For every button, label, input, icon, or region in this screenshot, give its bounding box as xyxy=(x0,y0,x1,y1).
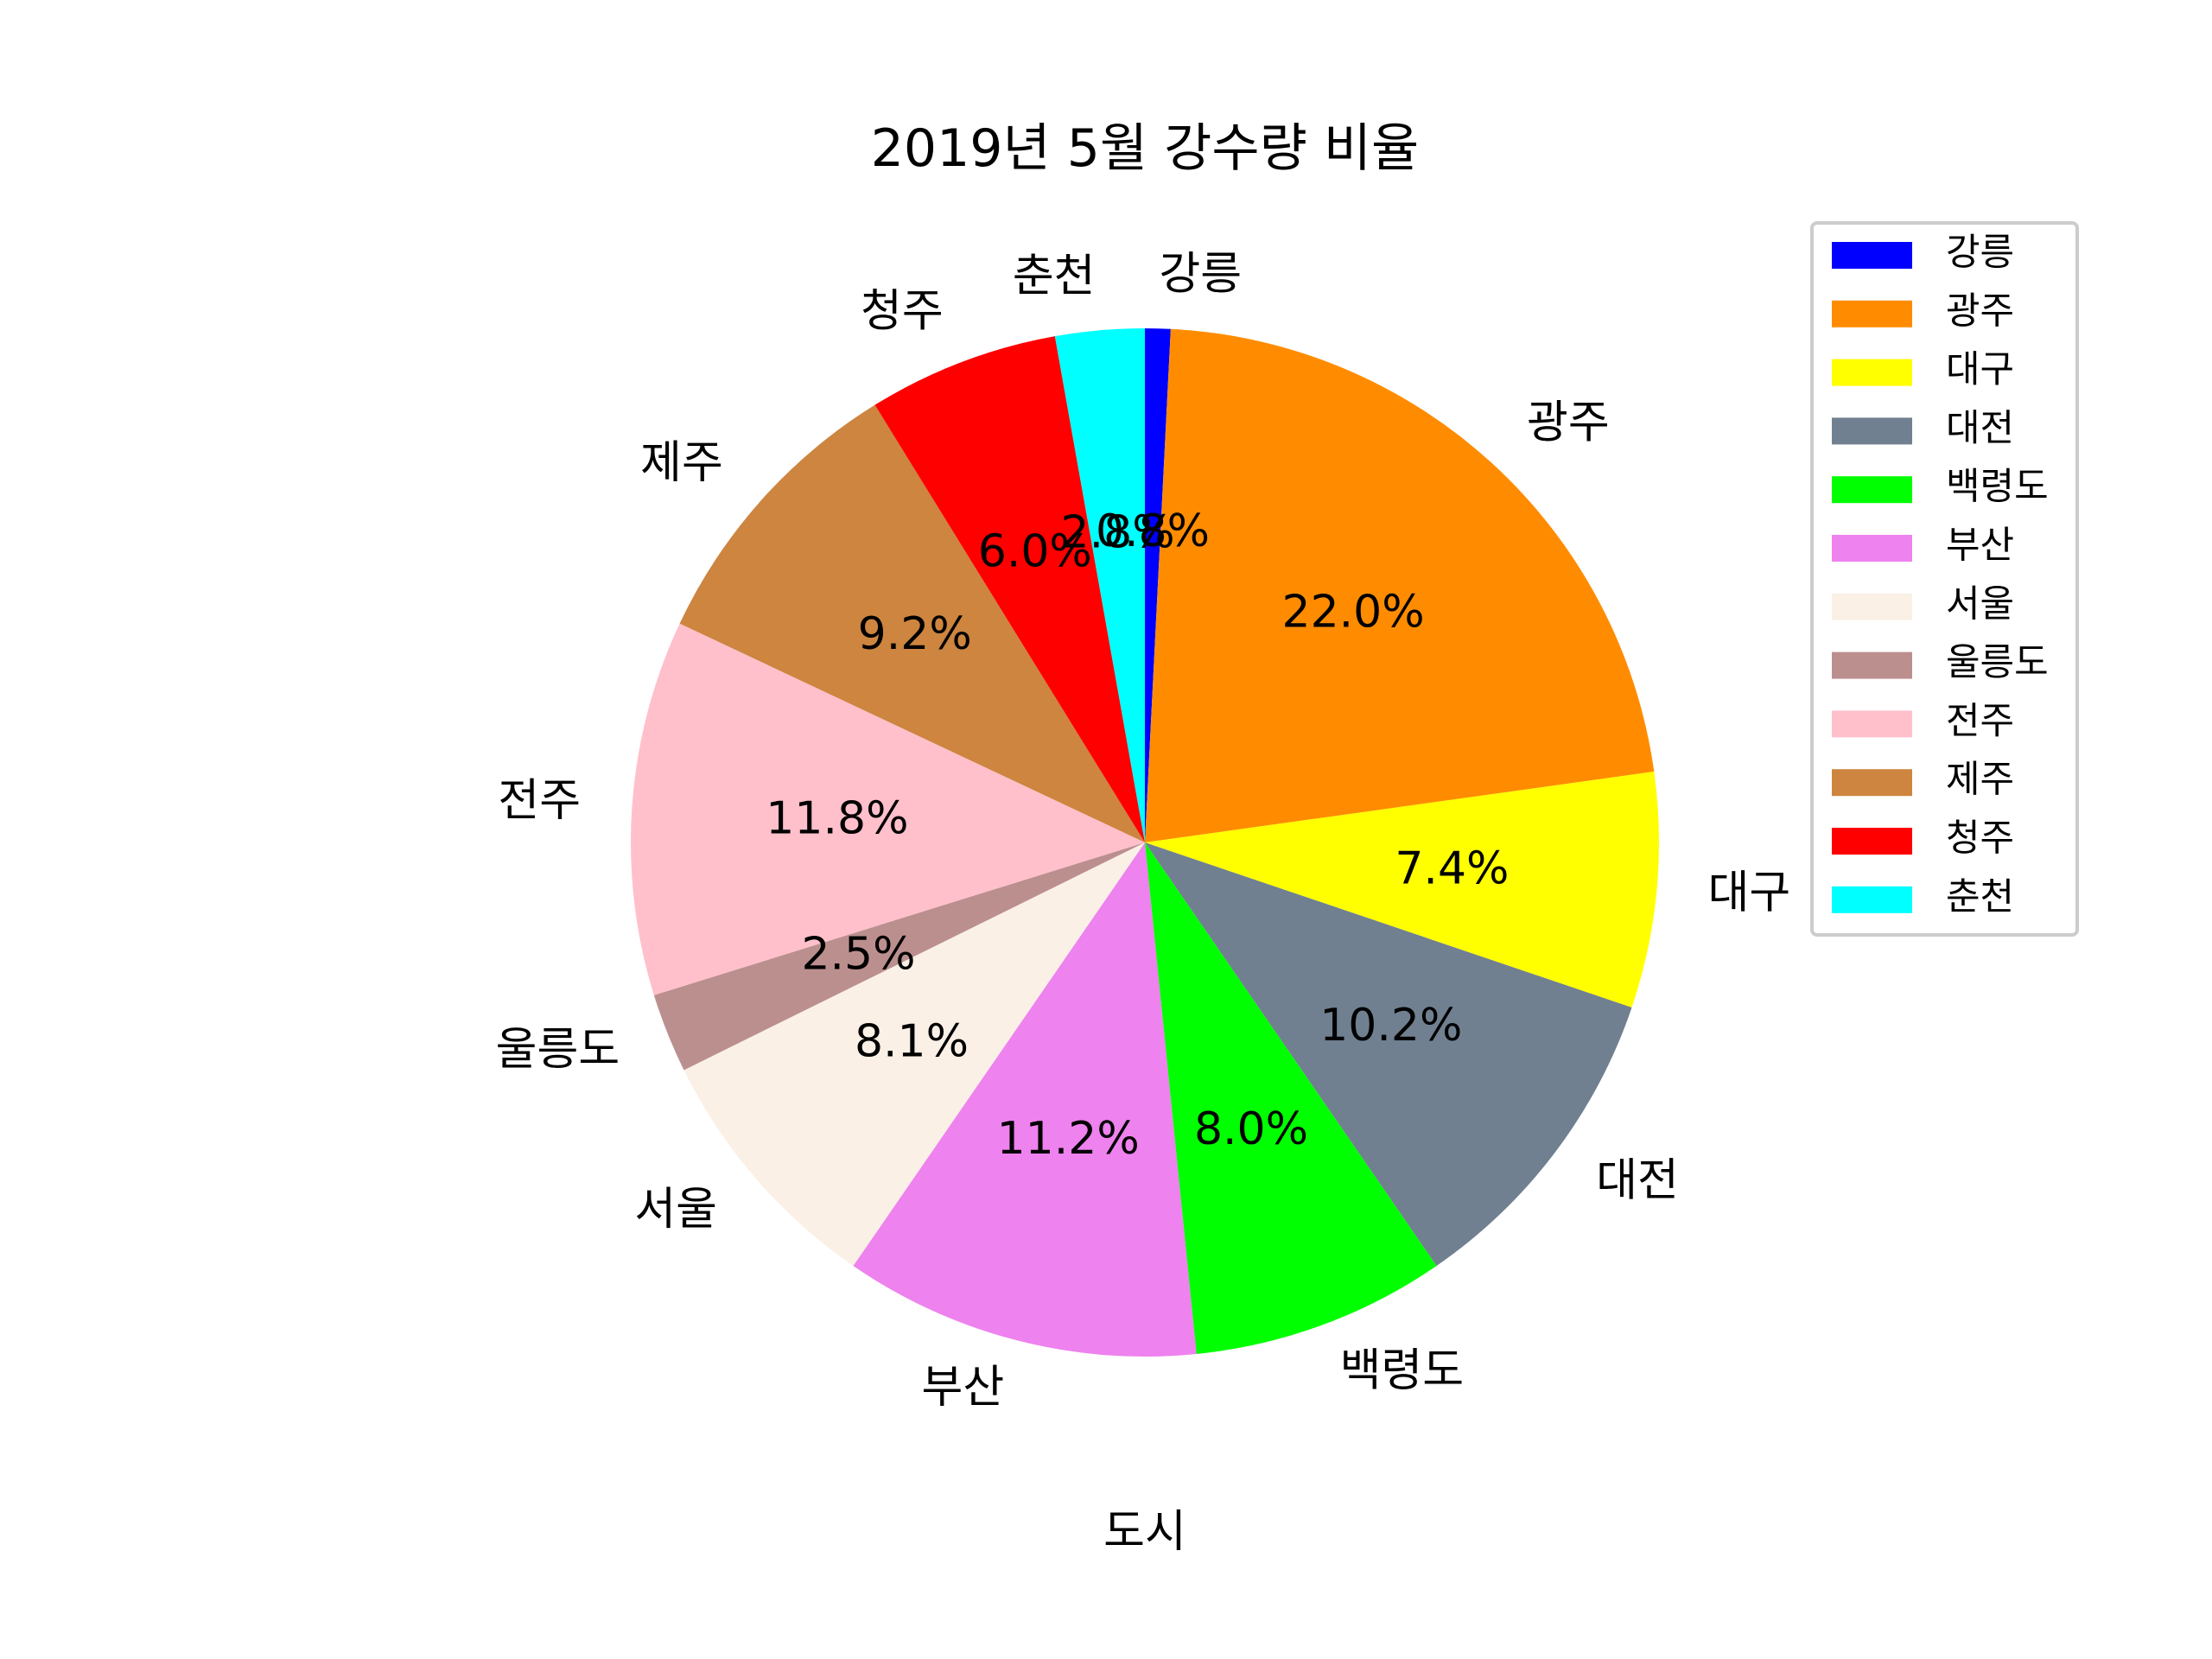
percent-label: 8.1% xyxy=(855,1016,969,1068)
slice-label: 대전 xyxy=(1596,1155,1679,1207)
slice-label: 부산 xyxy=(922,1362,1005,1414)
slice-label: 서울 xyxy=(634,1184,717,1236)
slice-label: 강릉 xyxy=(1159,249,1242,301)
pie-slice xyxy=(1145,328,1655,842)
legend-swatch xyxy=(1832,593,1912,620)
percent-labels: 0.8% 22.0% 7.4% 10.2%8.0% 11.2% 8.1% 2.5% 11.8%… xyxy=(766,505,1509,1165)
legend-label: 강릉 xyxy=(1946,232,2014,275)
legend-label: 대구 xyxy=(1946,348,2014,391)
percent-label: 2.5% xyxy=(801,929,915,981)
chart-title: 2019년 5월 강수량 비율 xyxy=(871,118,1420,179)
percent-label: 8.0% xyxy=(1194,1103,1308,1155)
percent-label: 6.0% xyxy=(978,525,1092,577)
legend-label: 서울 xyxy=(1946,582,2014,626)
legend-label: 부산 xyxy=(1946,524,2014,568)
legend-swatch xyxy=(1832,769,1912,797)
legend-swatch xyxy=(1832,359,1912,386)
percent-label: 9.2% xyxy=(858,608,972,660)
pie-slice xyxy=(679,404,1145,842)
legend-label: 전주 xyxy=(1946,700,2014,743)
pie-slice xyxy=(1145,328,1171,842)
pie-slice xyxy=(1145,772,1659,1007)
pie-slices xyxy=(631,328,1659,1357)
legend-label: 춘천 xyxy=(1946,875,2014,918)
legend-label: 대전 xyxy=(1946,407,2014,450)
slice-label: 춘천 xyxy=(1013,251,1096,302)
slice-label: 전주 xyxy=(498,775,581,827)
x-axis-label: 도시 xyxy=(1103,1506,1186,1558)
percent-label: 7.4% xyxy=(1395,843,1509,895)
pie-slice xyxy=(1054,328,1145,842)
legend-label: 제주 xyxy=(1946,759,2014,802)
pie-slice xyxy=(1145,842,1632,1266)
legend-label: 청주 xyxy=(1946,817,2014,861)
pie-slice xyxy=(653,842,1145,1071)
pie-slice xyxy=(874,336,1145,842)
pie-slice xyxy=(853,842,1197,1357)
legend-swatch xyxy=(1832,710,1912,738)
percent-label: 10.2% xyxy=(1319,1000,1462,1052)
slice-label: 청주 xyxy=(861,286,944,338)
pie-slice xyxy=(683,842,1145,1266)
percent-label: 11.2% xyxy=(997,1113,1140,1165)
percent-label: 2.8% xyxy=(1061,506,1175,558)
legend-label: 백령도 xyxy=(1946,466,2049,509)
legend-swatch xyxy=(1832,886,1912,913)
legend-swatch xyxy=(1832,300,1912,327)
slice-label: 대구 xyxy=(1708,868,1791,919)
legend-label: 광주 xyxy=(1946,289,2014,333)
pie-slice xyxy=(631,623,1145,995)
legend-swatch xyxy=(1832,652,1912,679)
pie-slice xyxy=(1145,842,1437,1354)
percent-label: 11.8% xyxy=(766,792,908,844)
slice-label: 울릉도 xyxy=(496,1024,620,1076)
legend-swatch xyxy=(1832,417,1912,445)
legend-swatch xyxy=(1832,476,1912,504)
legend-label: 울릉도 xyxy=(1946,641,2049,684)
legend-swatch xyxy=(1832,828,1912,855)
percent-label: 22.0% xyxy=(1281,587,1424,639)
slice-label: 제주 xyxy=(640,437,723,489)
legend-swatch xyxy=(1832,242,1912,269)
legend-frame xyxy=(1810,221,2079,937)
percent-label: 0.8% xyxy=(1096,505,1210,557)
legend-swatch xyxy=(1832,535,1912,562)
slice-label: 백령도 xyxy=(1340,1344,1465,1396)
slice-label: 광주 xyxy=(1527,397,1610,448)
